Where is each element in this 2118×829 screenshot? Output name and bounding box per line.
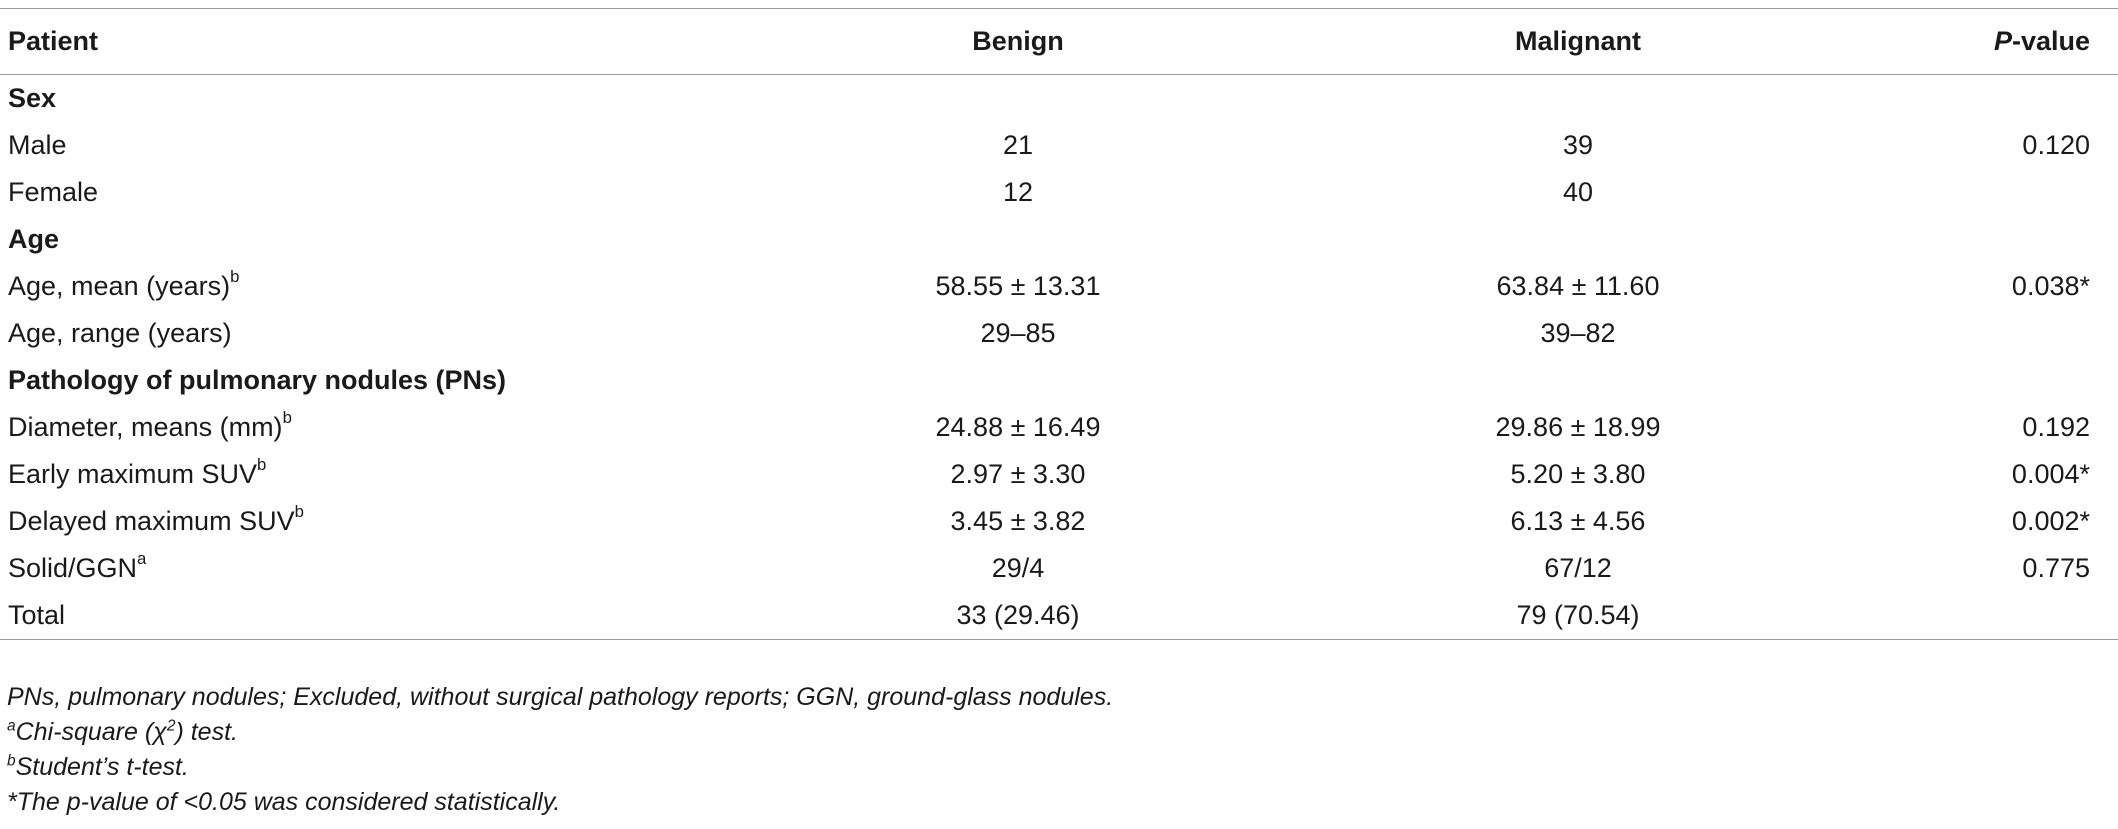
row-label: Age, mean (years) xyxy=(8,271,231,301)
header-pvalue: P-value xyxy=(1940,9,2118,75)
benign-cell: 2.97 ± 3.30 xyxy=(950,459,1086,489)
footnote-star: *The p-value of <0.05 was considered sta… xyxy=(7,788,561,816)
footnote-marker: b xyxy=(257,454,267,474)
pvalue-cell: 0.192 xyxy=(2022,412,2090,442)
footnote-b-mark: b xyxy=(7,752,16,770)
malignant-cell: 6.13 ± 4.56 xyxy=(1510,506,1646,536)
row-label: Male xyxy=(8,130,67,160)
footnote-marker: b xyxy=(282,407,292,427)
malignant-cell: 40 xyxy=(1562,177,1594,207)
table-row: Early maximum SUVb 2.97 ± 3.30 5.20 ± 3.80… xyxy=(0,451,2118,498)
pvalue-cell xyxy=(1940,310,2118,357)
table-header-row: Patient Benign Malignant P-value xyxy=(0,8,2118,75)
footnote-marker: b xyxy=(230,266,240,286)
pvalue-cell: 0.004* xyxy=(2011,459,2090,489)
header-benign: Benign xyxy=(972,26,1064,56)
malignant-cell: 79 (70.54) xyxy=(1516,600,1640,630)
row-label-cell: Age, mean (years)b xyxy=(0,263,820,310)
malignant-cell: 67/12 xyxy=(1544,553,1612,583)
footnote-marker: a xyxy=(137,548,147,568)
row-label-cell: Male xyxy=(0,122,820,169)
pvalue-cell xyxy=(1940,169,2118,216)
footnote-b: bStudent’s t-test. xyxy=(7,750,1113,785)
row-label-cell: Solid/GGNa xyxy=(0,545,820,592)
section-heading: Pathology of pulmonary nodules (PNs) xyxy=(8,365,507,395)
footnote-a-superscript: 2 xyxy=(166,717,176,735)
pvalue-cell: 0.002* xyxy=(2011,506,2090,536)
row-label-cell: Age, range (years) xyxy=(0,310,820,357)
benign-cell: 12 xyxy=(1002,177,1034,207)
row-label-cell: Delayed maximum SUVb xyxy=(0,498,820,545)
benign-cell: 29–85 xyxy=(980,318,1056,348)
pvalue-cell xyxy=(1940,592,2118,640)
header-pvalue-italic: P xyxy=(1993,26,2012,56)
footnote-a-text-post: ) test. xyxy=(175,718,238,746)
table-row: Age, mean (years)b 58.55 ± 13.31 63.84 ± 1… xyxy=(0,263,2118,310)
malignant-cell: 39–82 xyxy=(1540,318,1616,348)
table-row: Diameter, means (mm)b 24.88 ± 16.49 29.86 … xyxy=(0,404,2118,451)
table-row: Solid/GGNa 29/4 67/12 0.775 xyxy=(0,545,2118,592)
header-patient: Patient xyxy=(8,26,99,56)
footnote-b-text: Student’s t-test. xyxy=(15,753,189,781)
section-heading: Sex xyxy=(8,83,57,113)
pvalue-cell: 0.038* xyxy=(2011,271,2090,301)
table-row: Female 12 40 xyxy=(0,169,2118,216)
pvalue-cell: 0.775 xyxy=(2022,553,2090,583)
section-row: Pathology of pulmonary nodules (PNs) xyxy=(0,357,2118,404)
footnote-a: aChi-square (χ2) test. xyxy=(7,715,1113,750)
section-heading: Age xyxy=(8,224,60,254)
benign-cell: 58.55 ± 13.31 xyxy=(935,271,1101,301)
table-row: Male 21 39 0.120 xyxy=(0,122,2118,169)
footnote-marker: b xyxy=(294,501,304,521)
patient-characteristics-table: Patient Benign Malignant P-value Sex Male… xyxy=(0,8,2118,640)
row-label-cell: Diameter, means (mm)b xyxy=(0,404,820,451)
footnote-abbreviations: PNs, pulmonary nodules; Excluded, withou… xyxy=(7,683,1114,711)
pvalue-cell: 0.120 xyxy=(2022,130,2090,160)
row-label: Female xyxy=(8,177,99,207)
row-label: Delayed maximum SUV xyxy=(8,506,295,536)
row-label: Solid/GGN xyxy=(8,553,138,583)
table-row: Total 33 (29.46) 79 (70.54) xyxy=(0,592,2118,640)
section-row: Age xyxy=(0,216,2118,263)
table-row: Delayed maximum SUVb 3.45 ± 3.82 6.13 ± 4.… xyxy=(0,498,2118,545)
section-row: Sex xyxy=(0,75,2118,123)
benign-cell: 21 xyxy=(1002,130,1034,160)
benign-cell: 24.88 ± 16.49 xyxy=(935,412,1101,442)
row-label-cell: Total xyxy=(0,592,820,640)
table-footnotes: PNs, pulmonary nodules; Excluded, withou… xyxy=(7,680,1113,820)
benign-cell: 3.45 ± 3.82 xyxy=(950,506,1086,536)
malignant-cell: 29.86 ± 18.99 xyxy=(1495,412,1661,442)
malignant-cell: 63.84 ± 11.60 xyxy=(1496,271,1660,301)
table-body: Sex Male 21 39 0.120 Female 12 40 Age Age, mean (… xyxy=(0,75,2118,640)
footnote-a-text-pre: Chi-square (χ xyxy=(15,718,167,746)
row-label: Total xyxy=(8,600,66,630)
row-label: Early maximum SUV xyxy=(8,459,258,489)
row-label: Diameter, means (mm) xyxy=(8,412,283,442)
malignant-cell: 5.20 ± 3.80 xyxy=(1510,459,1646,489)
row-label: Age, range (years) xyxy=(8,318,232,348)
header-pvalue-suffix: -value xyxy=(2011,26,2090,56)
benign-cell: 29/4 xyxy=(991,553,1045,583)
benign-cell: 33 (29.46) xyxy=(956,600,1080,630)
row-label-cell: Early maximum SUVb xyxy=(0,451,820,498)
footnote-a-mark: a xyxy=(7,717,16,735)
table-row: Age, range (years) 29–85 39–82 xyxy=(0,310,2118,357)
row-label-cell: Female xyxy=(0,169,820,216)
malignant-cell: 39 xyxy=(1562,130,1594,160)
header-malignant: Malignant xyxy=(1515,26,1641,56)
